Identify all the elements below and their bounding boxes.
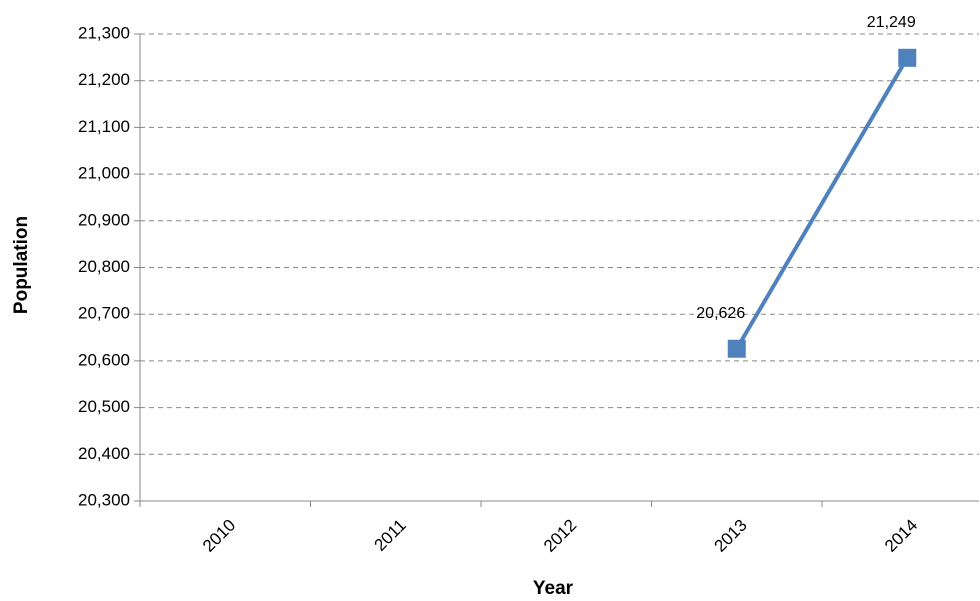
y-tick-label: 20,700 [78, 304, 130, 323]
y-tick-label: 20,500 [78, 397, 130, 416]
y-tick-label: 20,900 [78, 210, 130, 229]
y-tick-label: 21,200 [78, 70, 130, 89]
y-tick-label: 20,300 [78, 490, 130, 509]
y-axis-title: Population [11, 216, 32, 314]
y-tick-label: 20,800 [78, 257, 130, 276]
y-tick-label: 20,600 [78, 350, 130, 369]
x-tick-label: 2011 [370, 516, 409, 555]
marker [727, 339, 746, 358]
y-tick-label: 21,000 [78, 164, 130, 183]
x-tick-label: 2010 [199, 516, 239, 556]
x-tick-label: 2013 [711, 516, 751, 556]
x-tick-label: 2014 [881, 516, 921, 556]
y-tick-label: 21,100 [78, 117, 130, 136]
y-tick-label: 20,400 [78, 444, 130, 463]
marker [898, 48, 917, 67]
x-tick-label: 2012 [540, 516, 580, 556]
x-axis-title: Year [533, 578, 574, 599]
y-tick-label: 21,300 [78, 23, 130, 42]
data-label: 20,626 [696, 305, 745, 322]
line [735, 56, 909, 350]
data-label: 21,249 [867, 14, 916, 31]
